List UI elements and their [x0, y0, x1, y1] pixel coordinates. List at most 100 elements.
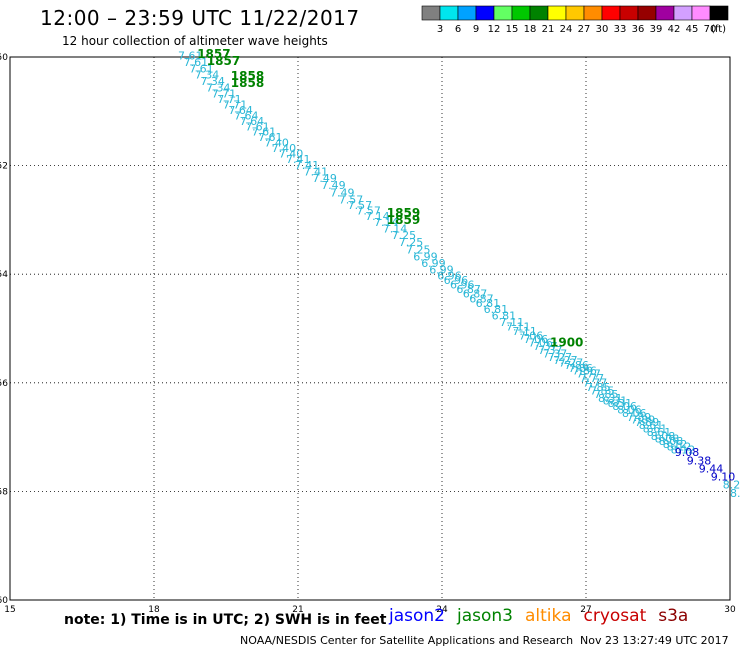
time-label: 1857 — [207, 54, 240, 68]
swh-label: 8.06 — [612, 400, 637, 413]
swh-label: 7.40 — [264, 137, 289, 150]
swh-label: 7.86 — [568, 362, 593, 375]
x-tick-label: 21 — [292, 605, 303, 615]
swh-label: 9.10 — [711, 471, 736, 484]
timestamp-text: Nov 23 13:27:49 UTC 2017 — [580, 634, 729, 647]
time-label: 1857 — [197, 47, 230, 61]
swh-label: 7.61 — [178, 50, 203, 63]
swh-label: 7.64 — [240, 115, 265, 128]
swh-label: 8.28 — [723, 479, 740, 492]
legend-s3a: s3a — [658, 606, 689, 626]
swh-label: 7.61 — [184, 56, 209, 69]
color-scale-label: 18 — [524, 24, 537, 35]
swh-label: 6.81 — [484, 303, 509, 316]
color-scale-label: 42 — [668, 24, 681, 35]
swh-label: 8.12 — [663, 438, 688, 451]
swh-label: 7.11 — [500, 316, 524, 329]
swh-label: 9.38 — [687, 454, 712, 467]
swh-label: 7.41 — [304, 166, 329, 179]
swh-label: 6.96 — [444, 274, 469, 287]
swh-label: 7.61 — [189, 62, 214, 75]
swh-label: 6.99 — [421, 257, 446, 270]
chart-subtitle: 12 hour collection of altimeter wave hei… — [62, 34, 328, 48]
time-label: 1858 — [231, 76, 264, 90]
color-scale-label: 9 — [473, 24, 479, 35]
swh-label: 6.99 — [413, 251, 438, 264]
swh-label: 7.64 — [234, 109, 259, 122]
swh-label: 7.27 — [553, 354, 578, 367]
swh-label: 8.06 — [622, 407, 647, 420]
color-scale-swatch — [709, 5, 729, 21]
swh-label: 8.31 — [608, 397, 633, 410]
swh-label: 7.14 — [383, 223, 408, 236]
swh-label: 8.06 — [617, 404, 642, 417]
color-scale-label: 15 — [506, 24, 519, 35]
y-tick-label: -52 — [0, 162, 8, 172]
credit-text: NOAA/NESDIS Center for Satellite Applica… — [240, 634, 574, 647]
swh-label: 7.06 — [528, 337, 553, 350]
x-tick-label: 24 — [436, 605, 448, 615]
swh-label: 7.27 — [559, 357, 584, 370]
swh-label: 7.77 — [583, 376, 608, 389]
swh-label: 7.64 — [228, 104, 253, 117]
swh-label: 7.34 — [195, 69, 220, 82]
swh-label: 8.61 — [639, 419, 664, 432]
swh-label: 7.61 — [252, 126, 277, 139]
swh-label: 6.99 — [429, 263, 454, 276]
swh-label: 9.44 — [699, 462, 724, 475]
y-tick-label: -56 — [0, 379, 8, 389]
swh-label: 7.25 — [406, 243, 431, 256]
swh-label: 8.31 — [603, 395, 628, 408]
swh-label: 7.57 — [348, 199, 373, 212]
swh-label: 7.86 — [572, 365, 597, 378]
swh-label: 7.89 — [635, 416, 660, 429]
color-scale-label: 36 — [632, 24, 645, 35]
satellite-legend: jason2 jason3 altika cryosat s3a — [389, 606, 700, 626]
swh-label: 8.08 — [659, 435, 684, 448]
color-scale-label: 12 — [488, 24, 501, 35]
swh-label: 7.34 — [206, 81, 231, 94]
x-tick-label: 18 — [148, 605, 160, 615]
color-scale-label: 70 — [704, 24, 717, 35]
swh-label: 7.37 — [538, 344, 563, 357]
swh-label: 6.96 — [450, 279, 475, 292]
swh-label: 8.61 — [643, 423, 668, 436]
swh-label: 7.89 — [627, 411, 652, 424]
legend-jason3: jason3 — [457, 606, 513, 626]
swh-label: 7.49 — [312, 172, 337, 185]
swh-label: 6.81 — [492, 309, 516, 322]
swh-label: 7.41 — [295, 159, 320, 172]
color-scale-label: 6 — [455, 24, 461, 35]
color-scale-label: 3 — [437, 24, 443, 35]
swh-label: 7.71 — [217, 93, 242, 106]
x-tick-label: 27 — [580, 605, 591, 615]
swh-label: 7.06 — [524, 333, 549, 346]
swh-label: 7.27 — [548, 351, 573, 364]
swh-label: 7.40 — [272, 142, 297, 155]
color-scale-label: 33 — [614, 24, 627, 35]
swh-label: 7.71 — [223, 99, 248, 112]
swh-label: 7.06 — [519, 329, 544, 342]
swh-label: 8.08 — [651, 430, 676, 443]
swh-label: 7.77 — [576, 367, 601, 380]
swh-label: 7.61 — [245, 120, 270, 133]
y-tick-label: -50 — [0, 53, 8, 63]
swh-label: 7.71 — [212, 88, 237, 101]
color-scale-label: 21 — [542, 24, 555, 35]
time-label: 1858 — [231, 69, 264, 83]
legend-altika: altika — [525, 606, 572, 626]
footer-note: note: 1) Time is in UTC; 2) SWH is in fe… — [64, 612, 387, 628]
swh-label: 7.37 — [543, 347, 568, 360]
swh-label: 8.61 — [647, 426, 672, 439]
swh-label: 7.40 — [279, 147, 304, 160]
color-scale-label: 27 — [578, 24, 591, 35]
swh-label: 7.86 — [564, 359, 589, 372]
x-tick-label: 30 — [724, 605, 736, 615]
swh-label: 7.85 — [586, 381, 611, 394]
y-tick-label: -58 — [0, 487, 8, 497]
swh-label: 7.85 — [594, 388, 619, 401]
swh-label: 7.77 — [580, 372, 605, 385]
swh-label: 7.41 — [286, 153, 311, 166]
swh-label: 7.25 — [399, 236, 424, 249]
